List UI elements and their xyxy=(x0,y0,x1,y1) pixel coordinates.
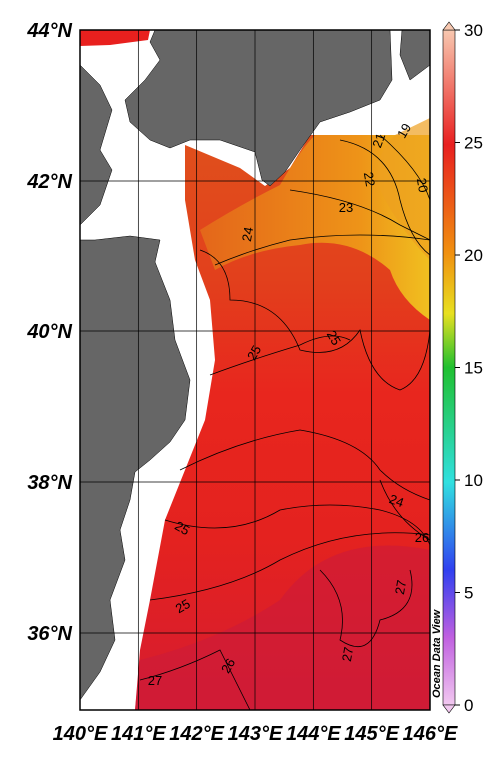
contour-label: 25 xyxy=(324,328,344,348)
lon-label: 145°E xyxy=(344,723,399,745)
contour-label: 26 xyxy=(415,530,429,545)
contour-label: 26 xyxy=(218,656,238,676)
contour-label: 20 xyxy=(414,177,431,194)
contour-label: 25 xyxy=(173,596,193,616)
land xyxy=(399,30,430,81)
lon-label: 143°E xyxy=(228,723,283,745)
cooler-zone xyxy=(377,118,430,260)
colorbar-top xyxy=(442,21,456,31)
lon-label: 146°E xyxy=(403,723,458,745)
contour-label: 24 xyxy=(387,491,406,510)
credit: Ocean Data View xyxy=(431,608,443,698)
contour-label: 22 xyxy=(361,171,378,188)
colorbar-label: 5 xyxy=(464,584,473,603)
sea-north xyxy=(80,30,150,46)
contour-label: 24 xyxy=(239,226,256,243)
lat-label: 40°N xyxy=(26,321,72,343)
lon-label: 140°E xyxy=(53,723,108,745)
contour-label: 27 xyxy=(339,646,356,663)
contours xyxy=(139,134,430,710)
colorbar-label: 30 xyxy=(464,21,483,40)
lat-label: 42°N xyxy=(26,171,72,193)
colorbar-label: 0 xyxy=(464,696,473,715)
lon-label: 142°E xyxy=(169,723,224,745)
lon-label: 141°E xyxy=(111,723,166,745)
colorbar-label: 25 xyxy=(464,134,483,153)
colorbar-label: 20 xyxy=(464,246,483,265)
colorbar xyxy=(442,29,456,706)
colorbar-label: 10 xyxy=(464,471,483,490)
land xyxy=(80,235,191,701)
contour-label: 19 xyxy=(394,121,414,141)
contour-label: 25 xyxy=(172,518,192,538)
colorbar-bottom xyxy=(442,704,456,714)
colorbar-label: 15 xyxy=(464,359,483,378)
land xyxy=(80,64,113,226)
lat-label: 36°N xyxy=(27,623,72,645)
contour-label: 21 xyxy=(369,131,388,150)
map-area xyxy=(80,30,430,710)
warm-zone xyxy=(135,545,430,710)
contour-label: 23 xyxy=(339,200,353,215)
contour-label: 27 xyxy=(392,579,409,596)
contour-label: 25 xyxy=(244,343,264,363)
lon-label: 144°E xyxy=(286,723,341,745)
lat-label: 38°N xyxy=(27,472,72,494)
lat-label: 44°N xyxy=(26,20,72,42)
contour-label: 27 xyxy=(148,673,162,688)
